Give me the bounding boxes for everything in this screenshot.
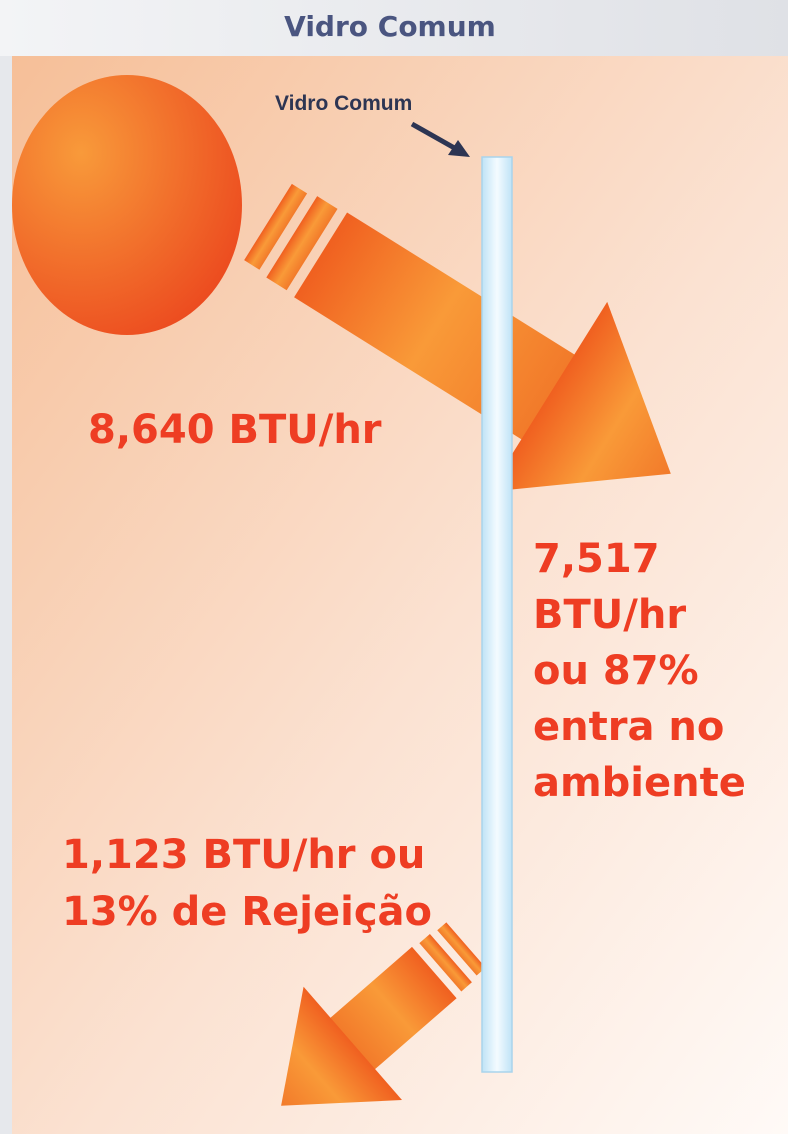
header-band: [0, 0, 788, 56]
rejected-line: 13% de Rejeição: [62, 889, 432, 935]
sun: [12, 75, 242, 335]
transmitted-line: BTU/hr: [533, 592, 686, 638]
glass-label: Vidro Comum: [275, 92, 412, 115]
transmitted-line: ambiente: [533, 760, 746, 806]
transmitted-text: 7,517 BTU/hr ou 87% entra no ambiente: [533, 536, 746, 806]
transmitted-line: ou 87%: [533, 648, 699, 694]
rejected-text: 1,123 BTU/hr ou 13% de Rejeição: [62, 832, 432, 935]
glass-pointer: [410, 121, 470, 157]
incoming-label: 8,640 BTU/hr: [88, 407, 382, 453]
rejected-arrow: [281, 922, 486, 1106]
glass-pane: [481, 156, 513, 1073]
transmitted-line: 7,517: [533, 536, 660, 582]
transmitted-line: entra no: [533, 704, 724, 750]
rejected-line: 1,123 BTU/hr ou: [62, 832, 425, 878]
header-title: Vidro Comum: [284, 10, 496, 43]
